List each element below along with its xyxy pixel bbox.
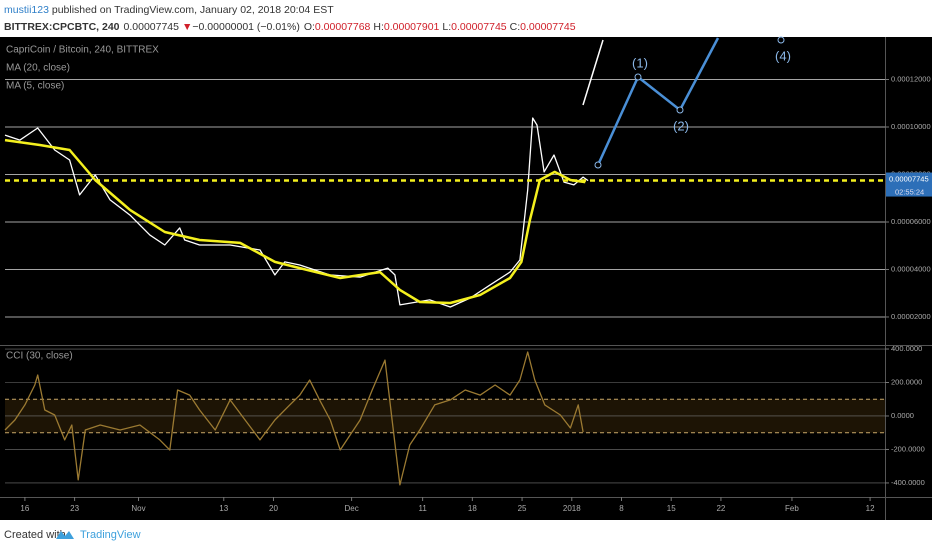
x-tick-label: Feb xyxy=(785,504,799,513)
wave-point xyxy=(634,73,642,81)
plot: 0.000020000.000040000.000060000.00008000… xyxy=(4,74,932,513)
legend-entry: MA (5, close) xyxy=(6,81,64,92)
x-tick-label: 12 xyxy=(866,504,875,513)
published: published on TradingView.com, January 02… xyxy=(49,4,334,16)
wave-label: (1) xyxy=(632,55,648,70)
y-tick-label: 0.00012000 xyxy=(891,74,931,83)
y-tick-label: 0.00010000 xyxy=(891,122,931,131)
trend-line xyxy=(582,39,604,106)
o-label: O: xyxy=(304,21,315,33)
legend-entry: CapriCoin / Bitcoin, 240, BITTREX xyxy=(6,45,159,56)
y-tick-label: 0.0000 xyxy=(891,411,914,420)
y-tick-label: 0.00002000 xyxy=(891,312,931,321)
x-tick-label: 11 xyxy=(418,504,427,513)
legend-entry: CCI (30, close) xyxy=(6,351,73,362)
x-tick-label: 13 xyxy=(219,504,228,513)
countdown: 02:55:24 xyxy=(895,188,924,197)
y-tick-label: -200.0000 xyxy=(891,444,925,453)
author[interactable]: mustii123 xyxy=(4,4,49,16)
x-tick-label: 18 xyxy=(468,504,477,513)
x-tick-label: 8 xyxy=(619,504,624,513)
last: 0.00007745 xyxy=(124,21,180,33)
footer-brand[interactable]: TradingView xyxy=(80,529,141,541)
c-label: C: xyxy=(510,21,521,33)
y-tick-label: 200.0000 xyxy=(891,377,922,386)
footer-background xyxy=(0,520,932,550)
x-tick-label: 15 xyxy=(667,504,676,513)
wave-point xyxy=(594,161,602,169)
x-tick-label: Dec xyxy=(344,504,358,513)
wave-point xyxy=(777,36,785,44)
y-tick-label: 400.0000 xyxy=(891,344,922,353)
legend-entry: MA (20, close) xyxy=(6,63,70,74)
elliott-wave xyxy=(596,37,720,166)
c: 0.00007745 xyxy=(520,21,576,33)
x-tick-label: 2018 xyxy=(563,504,581,513)
l: 0.00007745 xyxy=(451,21,507,33)
x-tick-label: 23 xyxy=(70,504,79,513)
footer-text: Created with xyxy=(4,529,66,541)
series-line xyxy=(4,138,586,305)
wave-label: (2) xyxy=(673,118,689,133)
x-tick-label: 20 xyxy=(269,504,278,513)
y-tick-label: -400.0000 xyxy=(891,478,925,487)
symbol: BITTREX:CPCBTC, 240 xyxy=(4,21,120,33)
l-label: L: xyxy=(442,21,451,33)
h: 0.00007901 xyxy=(384,21,440,33)
series-line xyxy=(4,351,584,486)
x-tick-label: 25 xyxy=(518,504,527,513)
ticker-line: BITTREX:CPCBTC, 240 0.00007745 ▼−0.0000000… xyxy=(4,21,576,33)
h-label: H: xyxy=(373,21,384,33)
wave-point xyxy=(676,106,684,114)
y-tick-label: 0.00006000 xyxy=(891,217,931,226)
x-tick-label: Nov xyxy=(131,504,145,513)
down-arrow: ▼ xyxy=(182,21,192,33)
x-tick-label: 16 xyxy=(20,504,29,513)
last-price-label: 0.00007745 xyxy=(889,175,929,184)
y-tick-label: 0.00004000 xyxy=(891,264,931,273)
change: −0.00000001 (−0.01%) xyxy=(192,21,299,33)
chart-background xyxy=(0,37,932,520)
x-tick-label: 22 xyxy=(716,504,725,513)
last-price-box xyxy=(886,172,932,197)
header-line: mustii123 published on TradingView.com, … xyxy=(4,4,334,16)
tv-logo xyxy=(56,531,74,539)
o: 0.00007768 xyxy=(315,21,371,33)
wave-label: (4) xyxy=(775,48,791,63)
